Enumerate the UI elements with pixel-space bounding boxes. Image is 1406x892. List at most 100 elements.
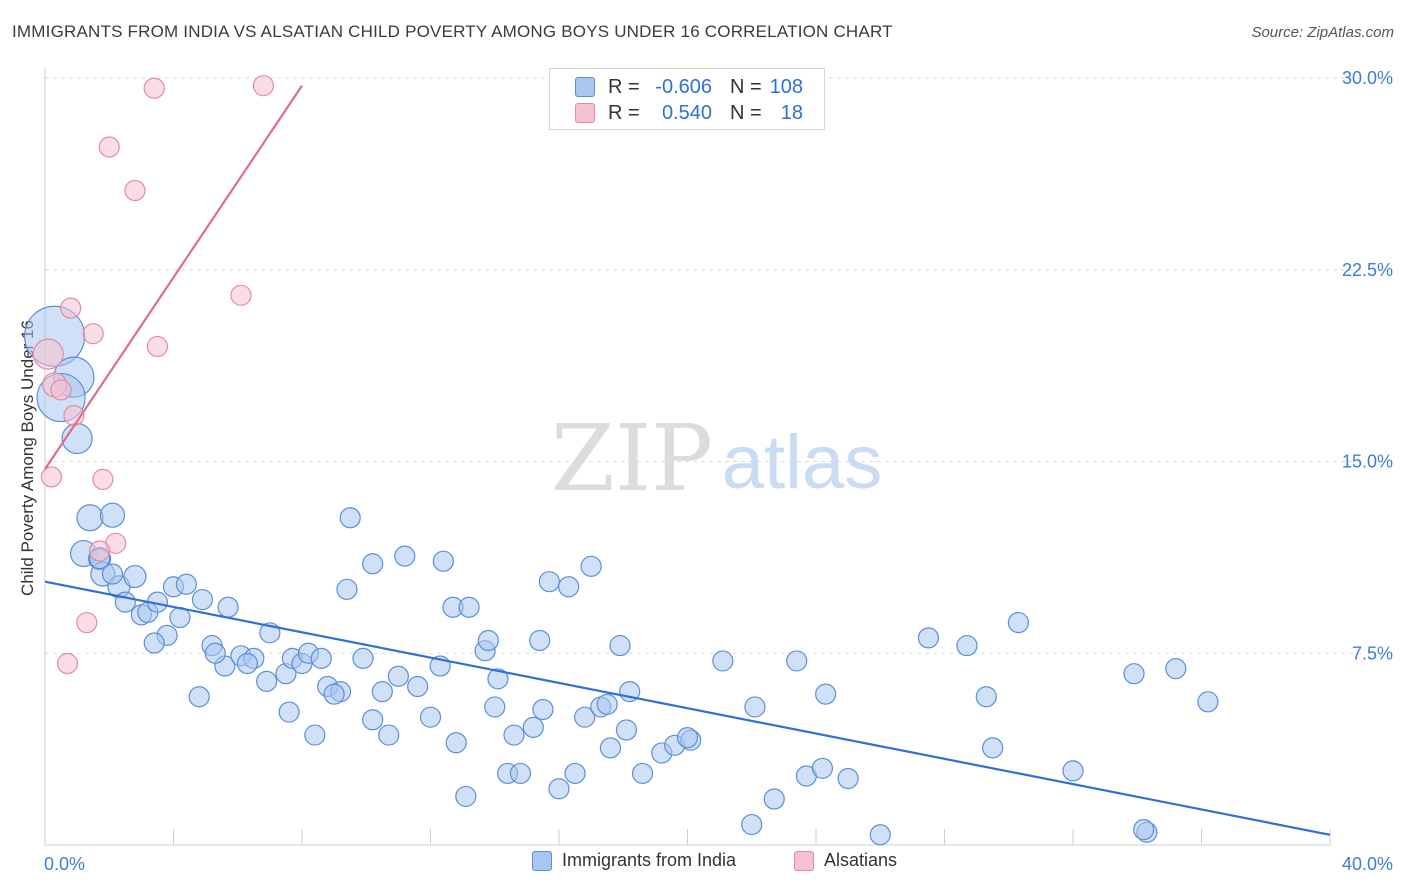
n-value: 108: [769, 75, 803, 98]
data-point: [631, 762, 654, 785]
data-point: [204, 642, 226, 664]
data-point: [352, 647, 374, 669]
data-point: [487, 668, 509, 690]
data-point: [99, 502, 126, 528]
series-immigrants-from-india: [24, 305, 1219, 846]
trendline-alsatians: [44, 85, 303, 470]
data-point: [741, 813, 763, 836]
correlation-legend: R = -0.606 N = 108 R = 0.540 N = 18: [549, 68, 825, 130]
x-tick-label: 40.0%: [1342, 854, 1393, 874]
bottom-legend: Immigrants from India Alsatians: [0, 850, 1406, 878]
legend-row-alsatians: R = 0.540 N = 18: [550, 100, 824, 126]
r-value: 0.540: [661, 101, 712, 124]
y-tick-label: 22.5%: [1342, 260, 1393, 280]
data-point: [786, 650, 808, 672]
r-value: -0.606: [655, 75, 712, 98]
data-point: [371, 680, 393, 703]
data-point: [143, 77, 165, 99]
legend-item-india: Immigrants from India: [532, 850, 736, 871]
data-point: [278, 701, 300, 723]
data-point: [458, 596, 480, 618]
data-point: [538, 571, 560, 593]
data-point: [455, 785, 477, 808]
data-point: [82, 323, 104, 345]
data-point: [175, 573, 197, 595]
y-tick-label: 30.0%: [1342, 68, 1393, 88]
data-point: [1165, 657, 1187, 680]
data-point: [252, 75, 275, 97]
data-point: [811, 757, 834, 779]
data-point: [532, 698, 554, 721]
y-tick-label: 15.0%: [1342, 452, 1393, 472]
series-alsatians: [32, 75, 275, 675]
data-point: [40, 466, 63, 488]
trendline-india: [44, 580, 1331, 836]
data-point: [869, 824, 891, 846]
data-point: [339, 507, 361, 529]
data-point: [917, 627, 940, 649]
data-point: [815, 683, 837, 705]
data-point: [394, 545, 416, 567]
data-point: [837, 767, 859, 790]
chart-title: IMMIGRANTS FROM INDIA VS ALSATIAN CHILD …: [12, 22, 893, 41]
data-point: [188, 686, 210, 708]
data-point: [432, 550, 454, 572]
n-label: N =: [730, 101, 762, 124]
gridlines: [45, 77, 1365, 654]
data-point: [76, 611, 98, 634]
data-point: [615, 719, 638, 741]
data-point: [574, 706, 596, 728]
data-point: [362, 709, 384, 731]
source-label: Source: ZipAtlas.com: [1251, 24, 1394, 41]
y-tick-label: 7.5%: [1352, 643, 1393, 663]
tick-labels: 7.5% 15.0% 22.5% 30.0% 0.0% 40.0%: [44, 68, 1393, 874]
data-point: [609, 634, 631, 657]
legend-row-india: R = -0.606 N = 108: [550, 74, 824, 100]
legend-swatch-india: [575, 77, 595, 97]
legend-swatch-india: [532, 850, 552, 871]
legend-label-alsatians: Alsatians: [824, 850, 898, 870]
data-point: [712, 650, 734, 672]
data-point: [763, 788, 785, 810]
data-point: [529, 629, 551, 652]
data-point: [580, 555, 602, 577]
data-point: [89, 540, 111, 562]
trendlines: [44, 85, 1331, 836]
data-point: [191, 588, 214, 611]
data-point: [230, 284, 252, 306]
data-point: [236, 652, 258, 675]
data-point: [599, 737, 622, 759]
data-point: [564, 762, 586, 785]
data-point: [407, 675, 429, 698]
data-point: [56, 652, 79, 675]
n-label: N =: [730, 75, 762, 98]
data-point: [1123, 663, 1145, 685]
data-point: [1133, 819, 1155, 841]
legend-item-alsatians: Alsatians: [794, 850, 897, 871]
legend-swatch-alsatians: [575, 103, 595, 123]
data-point: [101, 563, 124, 585]
data-point: [336, 578, 358, 600]
data-point: [445, 732, 467, 754]
data-point: [596, 693, 618, 715]
legend-label-india: Immigrants from India: [562, 850, 737, 870]
data-point: [1062, 760, 1084, 782]
data-point: [217, 596, 239, 618]
data-point: [32, 338, 64, 370]
n-value: 18: [780, 101, 803, 124]
data-point: [143, 632, 165, 654]
watermark-zip: ZIP: [551, 405, 713, 512]
data-point: [98, 136, 120, 158]
data-point: [323, 683, 345, 705]
data-point: [362, 553, 384, 575]
data-point: [548, 778, 570, 800]
data-point: [982, 737, 1004, 759]
data-point: [975, 686, 997, 708]
data-point: [744, 696, 766, 718]
data-point: [124, 179, 146, 202]
data-point: [1007, 611, 1029, 634]
data-point: [419, 706, 442, 728]
watermark: ZIP atlas: [551, 405, 882, 512]
data-point: [503, 724, 525, 746]
